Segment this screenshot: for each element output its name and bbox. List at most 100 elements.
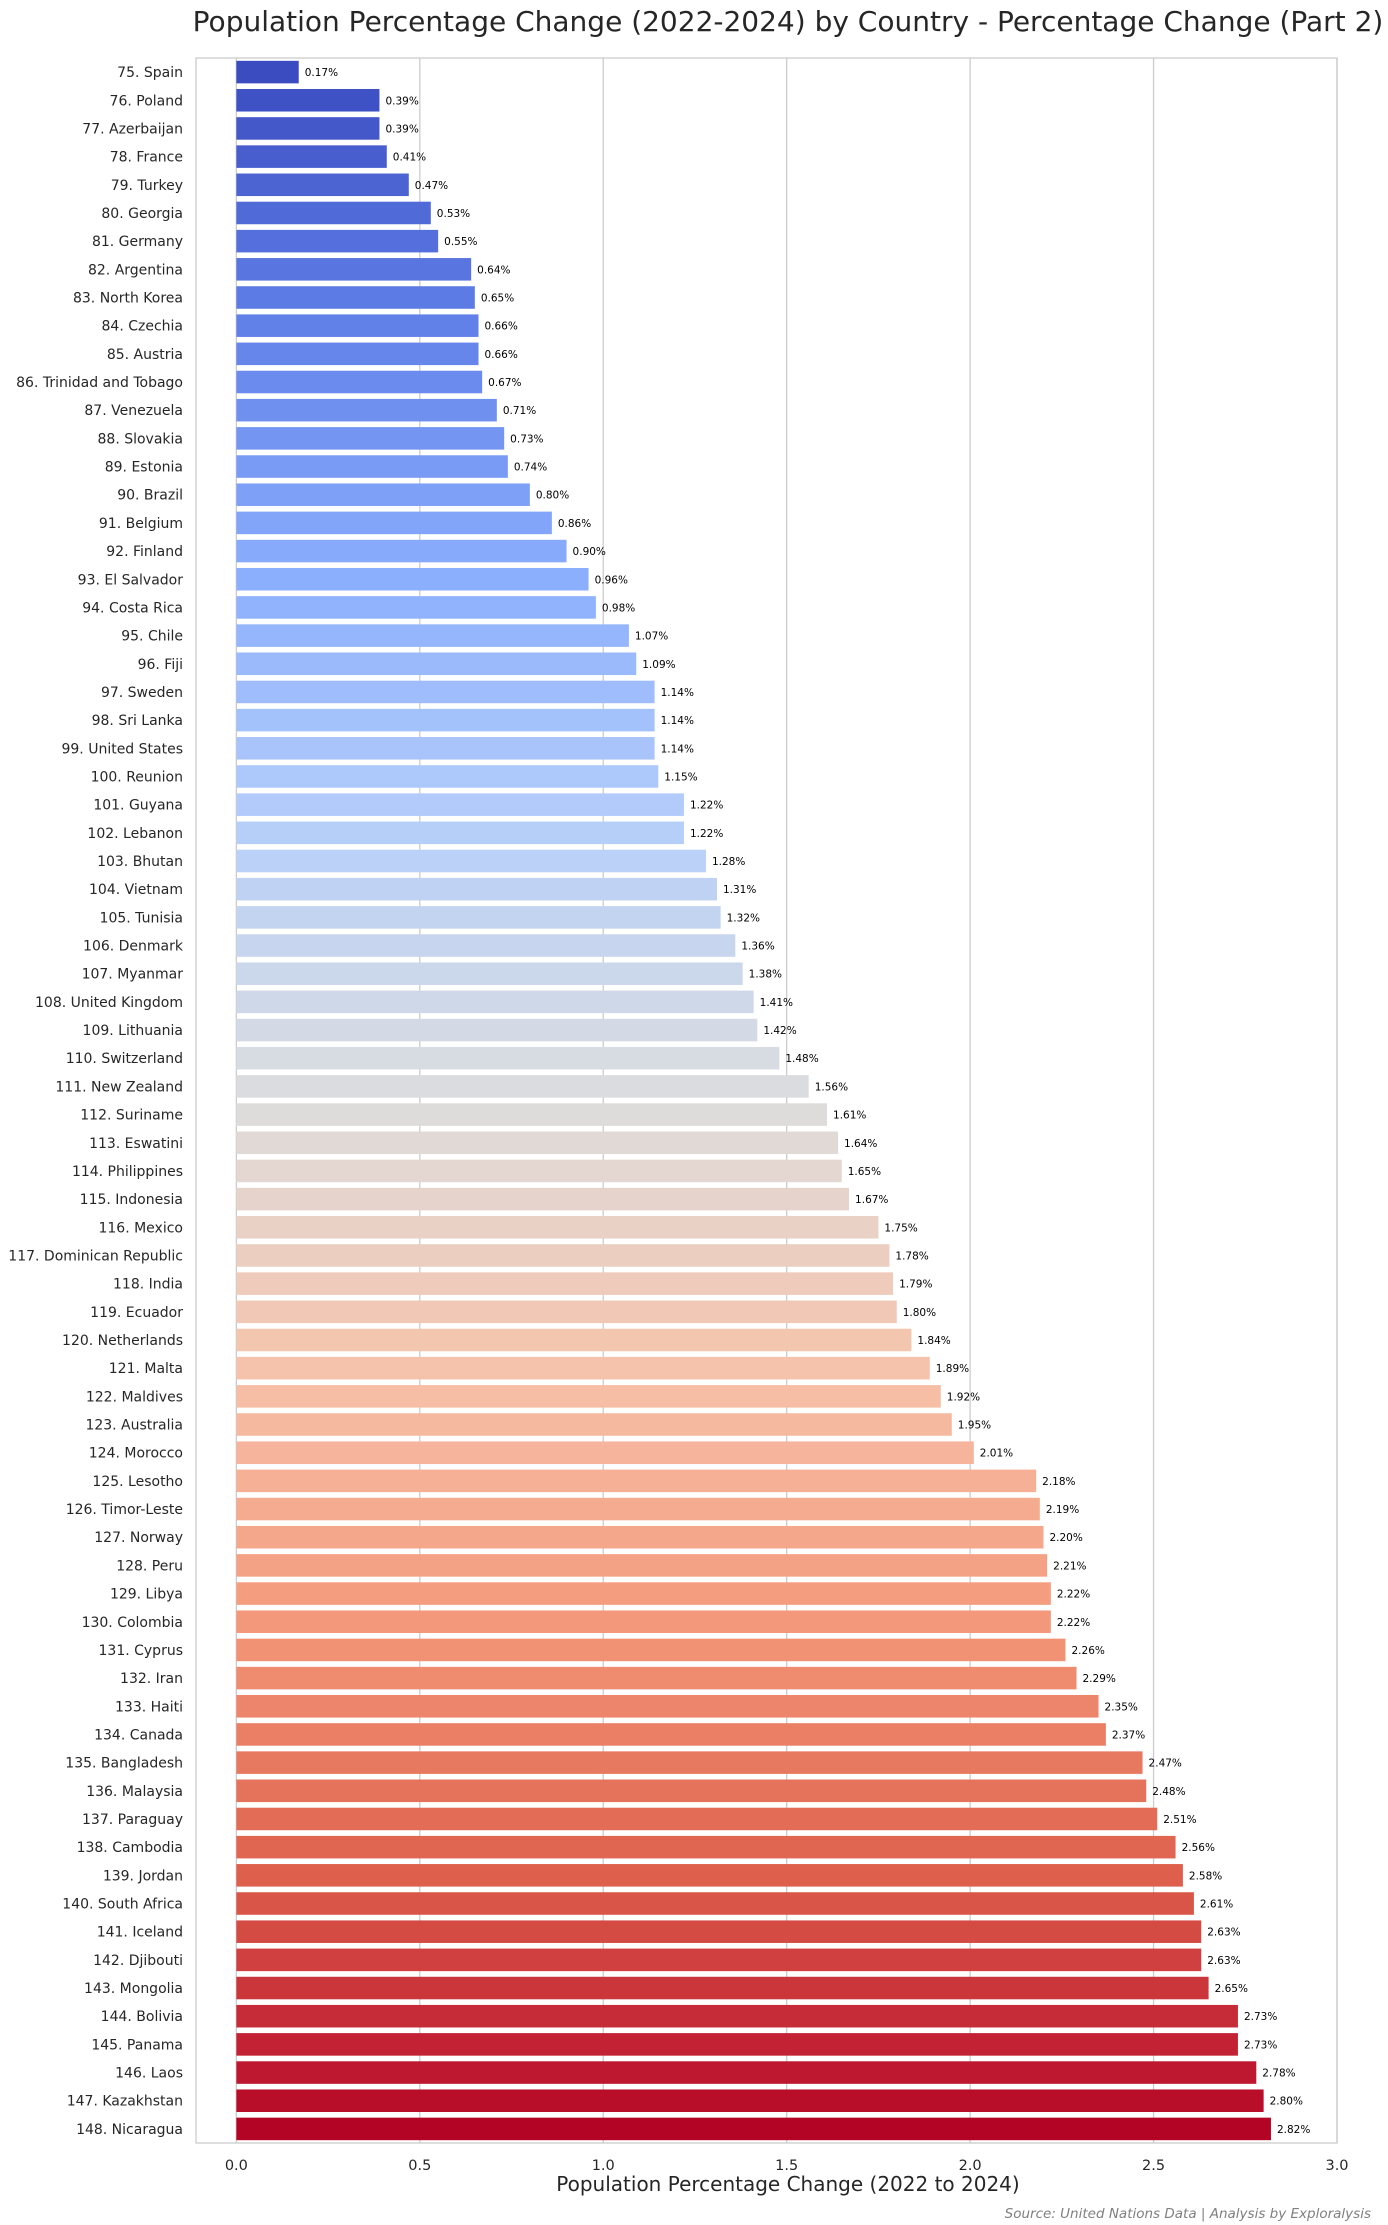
y-tick-label: 140. South Africa	[62, 1897, 183, 1913]
y-tick-label: 75. Spain	[117, 65, 183, 81]
bar	[236, 1610, 1051, 1634]
y-tick-label: 95. Chile	[121, 629, 183, 645]
y-tick-label: 131. Cyprus	[99, 1643, 184, 1659]
bar	[236, 2089, 1264, 2113]
data-label: 1.75%	[884, 1222, 917, 1234]
data-label: 1.15%	[664, 771, 697, 783]
bar	[236, 906, 721, 929]
value-labels: 0.17% 0.39% 0.39% 0.41% 0.47% 0.53% 0.55% 0.64%…	[305, 67, 1311, 2136]
data-label: 0.66%	[484, 349, 517, 361]
bar	[236, 680, 655, 704]
x-axis-label: Population Percentage Change (2022 to 20…	[556, 2172, 1019, 2196]
data-label: 1.78%	[895, 1250, 928, 1262]
data-label: 1.22%	[690, 828, 723, 840]
bar	[236, 1469, 1037, 1493]
bar	[236, 708, 655, 732]
bar	[236, 877, 717, 901]
y-tick-label: 110. Switzerland	[66, 1051, 183, 1067]
bar	[236, 1075, 809, 1098]
bar	[236, 1131, 839, 1155]
data-label: 1.92%	[947, 1391, 980, 1403]
bar	[236, 596, 596, 619]
data-label: 0.47%	[415, 180, 448, 192]
data-label: 2.29%	[1083, 1673, 1116, 1685]
y-tick-label: 133. Haiti	[115, 1699, 183, 1715]
bar	[236, 1018, 758, 1042]
bar	[236, 1497, 1040, 1521]
y-tick-label: 135. Bangladesh	[65, 1756, 183, 1772]
data-label: 0.86%	[558, 518, 591, 530]
y-tick-label: 81. Germany	[92, 234, 183, 250]
data-label: 1.80%	[903, 1307, 936, 1319]
bar	[236, 539, 567, 563]
data-label: 1.65%	[848, 1166, 881, 1178]
y-tick-label: 137. Paraguay	[82, 1812, 183, 1828]
data-label: 1.14%	[661, 687, 694, 699]
y-tick-label: 128. Peru	[116, 1558, 183, 1574]
data-label: 0.98%	[602, 602, 635, 614]
y-tick-label: 98. Sri Lanka	[92, 713, 183, 729]
data-label: 1.79%	[899, 1279, 932, 1291]
y-tick-label: 123. Australia	[85, 1418, 183, 1434]
y-tick-label: 93. El Salvador	[78, 572, 184, 588]
bar	[236, 1413, 952, 1436]
source-note: Source: United Nations Data | Analysis b…	[1005, 2206, 1371, 2222]
bar	[236, 173, 409, 197]
y-tick-label: 142. Djibouti	[93, 1953, 183, 1969]
bar	[236, 1666, 1077, 1690]
y-tick-label: 127. Norway	[94, 1530, 183, 1546]
bar	[236, 1046, 780, 1070]
y-tick-label: 87. Venezuela	[84, 403, 183, 419]
bar	[236, 2117, 1271, 2141]
data-label: 0.64%	[477, 264, 510, 276]
bar	[236, 1582, 1051, 1605]
y-tick-label: 132. Iran	[120, 1671, 183, 1687]
data-label: 1.61%	[833, 1110, 866, 1122]
data-label: 0.65%	[481, 292, 514, 304]
bar	[236, 1159, 842, 1183]
data-label: 1.41%	[760, 997, 793, 1009]
y-tick-label: 112. Suriname	[80, 1108, 183, 1124]
x-tick-label: 2.5	[1142, 2158, 1165, 2174]
y-tick-label: 86. Trinidad and Tobago	[16, 375, 183, 391]
x-tick-label: 2.0	[959, 2158, 982, 2174]
y-tick-label: 103. Bhutan	[97, 854, 183, 870]
bar	[236, 1103, 828, 1126]
y-tick-label: 145. Panama	[91, 2037, 183, 2053]
y-tick-label: 106. Denmark	[83, 939, 184, 955]
y-tick-label: 144. Bolivia	[101, 2009, 183, 2025]
y-tick-label: 109. Lithuania	[83, 1023, 183, 1039]
y-tick-label: 134. Canada	[94, 1727, 183, 1743]
data-label: 2.37%	[1112, 1729, 1145, 1741]
data-label: 2.82%	[1277, 2124, 1310, 2136]
data-label: 1.07%	[635, 631, 668, 643]
data-label: 0.71%	[503, 405, 536, 417]
y-tick-label: 78. France	[110, 150, 183, 166]
y-tick-label: 148. Nicaragua	[76, 2122, 183, 2138]
data-label: 1.28%	[712, 856, 745, 868]
bar	[236, 1779, 1147, 1803]
bar	[236, 1554, 1048, 1577]
x-tick-label: 3.0	[1325, 2158, 1348, 2174]
bar	[236, 88, 380, 112]
y-tick-label: 107. Myanmar	[82, 967, 184, 983]
bar	[236, 1356, 930, 1380]
y-tick-label: 139. Jordan	[103, 1868, 183, 1884]
bar	[236, 962, 743, 985]
y-tick-label: 129. Libya	[110, 1587, 183, 1603]
data-label: 2.63%	[1207, 1927, 1240, 1939]
y-tick-label: 91. Belgium	[99, 516, 183, 532]
y-tick-label: 130. Colombia	[82, 1615, 183, 1631]
data-label: 2.73%	[1244, 2039, 1277, 2051]
bar	[236, 765, 659, 788]
data-label: 0.17%	[305, 67, 338, 79]
y-tick-label: 121. Malta	[109, 1361, 183, 1377]
bar	[236, 567, 589, 591]
y-tick-label: 115. Indonesia	[80, 1192, 183, 1208]
y-tick-label: 120. Netherlands	[62, 1333, 183, 1349]
data-label: 2.56%	[1182, 1842, 1215, 1854]
data-label: 0.39%	[385, 123, 418, 135]
bar	[236, 1300, 897, 1324]
bar	[236, 342, 479, 366]
